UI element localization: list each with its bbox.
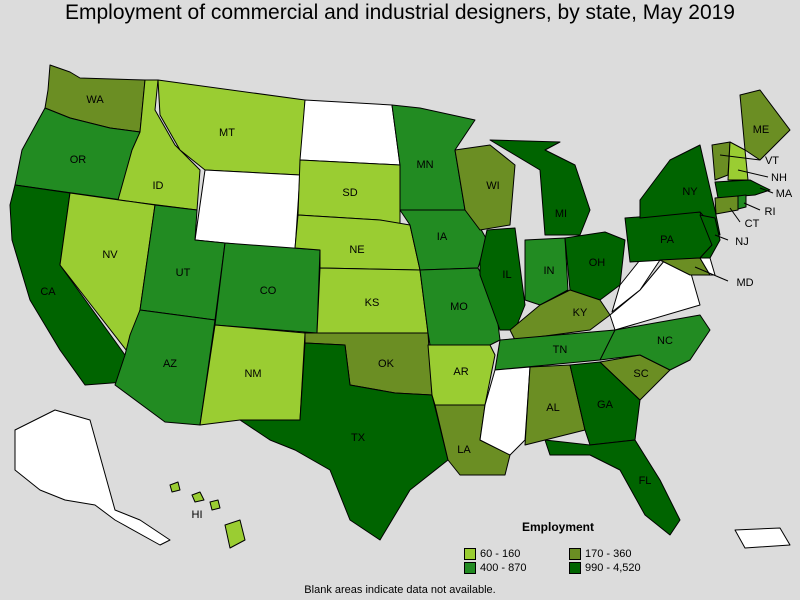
legend-label-1: 60 - 160 — [480, 548, 521, 560]
leader-ct — [729, 207, 741, 223]
state-me[interactable] — [739, 89, 791, 161]
legend: Employment 60 - 160 170 - 360 400 - 870 … — [462, 518, 692, 578]
state-label-az: AZ — [163, 358, 177, 370]
state-ma[interactable] — [714, 179, 771, 199]
state-label-mn: MN — [416, 159, 433, 171]
state-fl[interactable] — [544, 439, 681, 536]
state-label-oh: OH — [589, 257, 606, 269]
state-label-ca: CA — [40, 286, 56, 298]
state-vt[interactable] — [711, 141, 731, 181]
state-label-ma: MA — [776, 188, 793, 200]
state-label-ny: NY — [682, 186, 698, 198]
state-id[interactable] — [117, 79, 201, 211]
state-label-la: LA — [457, 444, 471, 456]
state-hi[interactable] — [169, 481, 246, 549]
state-label-tn: TN — [553, 344, 568, 356]
leader-vt — [719, 154, 761, 161]
state-label-md: MD — [736, 277, 753, 289]
state-label-ri: RI — [765, 206, 776, 218]
state-label-ia: IA — [437, 231, 448, 243]
leader-ma — [759, 187, 774, 194]
state-ak[interactable] — [14, 409, 171, 546]
state-wi[interactable] — [454, 144, 516, 231]
state-label-or: OR — [70, 154, 87, 166]
state-label-nh: NH — [771, 172, 787, 184]
territory-pr[interactable] — [734, 527, 791, 549]
footnote: Blank areas indicate data not available. — [304, 584, 496, 596]
legend-swatch-3 — [464, 562, 476, 574]
state-wv[interactable] — [611, 259, 661, 313]
state-label-ok: OK — [378, 358, 395, 370]
state-label-nv: NV — [102, 249, 118, 261]
state-il[interactable] — [479, 227, 526, 331]
legend-item-2: 170 - 360 — [569, 548, 631, 560]
state-label-sc: SC — [633, 368, 648, 380]
state-label-tx: TX — [351, 432, 366, 444]
legend-item-3: 400 - 870 — [464, 562, 526, 574]
state-label-mt: MT — [219, 127, 235, 139]
state-label-wi: WI — [486, 180, 499, 192]
state-label-ks: KS — [365, 297, 380, 309]
state-label-ct: CT — [745, 218, 760, 230]
legend-label-2: 170 - 360 — [585, 548, 632, 560]
state-label-me: ME — [753, 124, 770, 136]
state-nc[interactable] — [599, 314, 711, 371]
state-ny[interactable] — [639, 144, 721, 236]
state-label-in: IN — [544, 265, 555, 277]
leader-nj — [714, 234, 729, 241]
legend-title: Employment — [522, 520, 595, 534]
state-label-co: CO — [260, 285, 277, 297]
state-label-nc: NC — [657, 335, 673, 347]
leader-nh — [737, 169, 769, 178]
state-label-nj: NJ — [735, 236, 748, 248]
state-label-mo: MO — [450, 301, 468, 313]
state-label-ut: UT — [176, 267, 191, 279]
state-ri[interactable] — [737, 194, 747, 210]
legend-label-3: 400 - 870 — [480, 562, 527, 574]
state-label-ga: GA — [597, 399, 614, 411]
state-label-ar: AR — [453, 366, 468, 378]
map-title: Employment of commercial and industrial … — [65, 1, 735, 24]
legend-swatch-4 — [569, 562, 581, 574]
state-tx[interactable] — [239, 342, 449, 541]
state-nd[interactable] — [299, 99, 401, 166]
state-label-wa: WA — [86, 94, 104, 106]
state-label-nm: NM — [244, 368, 261, 380]
legend-swatch-2 — [569, 548, 581, 560]
state-label-fl: FL — [639, 475, 652, 487]
state-label-hi: HI — [192, 509, 203, 521]
state-ct[interactable] — [714, 195, 739, 215]
legend-swatch-1 — [464, 548, 476, 560]
state-mi[interactable] — [489, 139, 591, 236]
leader-ri — [743, 202, 761, 211]
state-label-ne: NE — [349, 244, 364, 256]
state-label-ky: KY — [573, 307, 588, 319]
state-al[interactable] — [524, 364, 586, 446]
legend-item-4: 990 - 4,520 — [569, 562, 641, 574]
legend-label-4: 990 - 4,520 — [585, 562, 641, 574]
state-label-al: AL — [546, 402, 559, 414]
legend-item-1: 60 - 160 — [464, 548, 520, 560]
state-label-il: IL — [502, 269, 511, 281]
state-label-vt: VT — [765, 155, 779, 167]
state-wy[interactable] — [194, 169, 301, 251]
state-label-pa: PA — [660, 234, 675, 246]
state-label-mi: MI — [555, 208, 567, 220]
state-label-sd: SD — [342, 187, 357, 199]
state-az[interactable] — [114, 309, 216, 426]
leader-md — [694, 266, 729, 282]
state-label-id: ID — [153, 180, 164, 192]
